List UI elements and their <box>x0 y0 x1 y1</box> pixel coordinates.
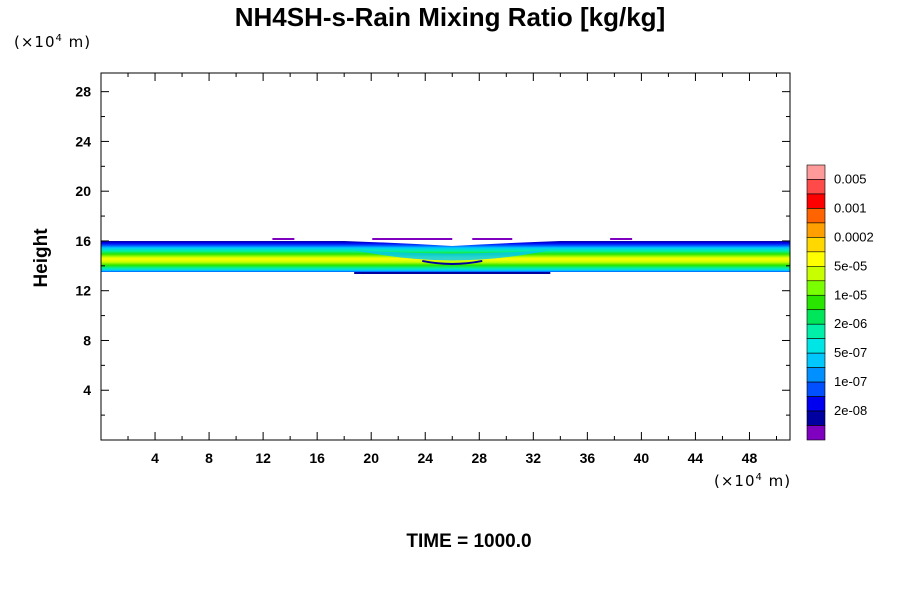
colorbar-label: 0.001 <box>834 200 867 215</box>
contour-line-core <box>422 259 483 265</box>
colorbar: 0.005 0.001 0.0002 5e-05 1e-05 2e-06 5e-07 1e-0… <box>806 164 874 441</box>
colorbar-label: 0.0002 <box>834 229 874 244</box>
colorbar-swatch <box>806 425 826 441</box>
y-tick-label: 20 <box>75 183 91 199</box>
colorbar-swatch <box>806 323 826 339</box>
y-tick-label: 4 <box>83 382 91 398</box>
x-tick-label: 4 <box>151 450 159 466</box>
y-tick-label: 16 <box>75 233 91 249</box>
colorbar-swatch <box>806 410 826 426</box>
colorbar-label: 5e-05 <box>834 258 867 273</box>
colorbar-label: 1e-05 <box>834 287 867 302</box>
time-label: TIME = 1000.0 <box>406 531 532 552</box>
plot-frame <box>100 72 791 441</box>
colorbar-swatch <box>806 367 826 383</box>
x-tick-label: 24 <box>417 450 433 466</box>
colorbar-label: 0.005 <box>834 171 867 186</box>
colorbar-label: 2e-06 <box>834 316 867 331</box>
x-tick-label: 28 <box>471 450 487 466</box>
colorbar-swatch <box>806 208 826 224</box>
colorbar-swatch <box>806 381 826 397</box>
colorbar-swatch <box>806 396 826 412</box>
x-tick-label: 44 <box>688 450 704 466</box>
x-tick-label: 48 <box>742 450 758 466</box>
y-tick-label: 24 <box>75 133 91 149</box>
x-tick-label: 8 <box>205 450 213 466</box>
colorbar-swatch <box>806 179 826 195</box>
contour-layer <box>101 237 790 275</box>
contour-lens <box>354 249 551 261</box>
x-tick-label: 16 <box>309 450 325 466</box>
colorbar-swatch <box>806 251 826 267</box>
colorbar-swatch <box>806 309 826 325</box>
x-tick-label: 36 <box>580 450 596 466</box>
colorbar-swatch <box>806 164 826 180</box>
x-axis-unit: (×104 m) <box>714 472 792 490</box>
chart-title: NH4SH-s-Rain Mixing Ratio [kg/kg] <box>234 2 666 32</box>
colorbar-swatch <box>806 338 826 354</box>
x-tick-label: 20 <box>363 450 379 466</box>
colorbar-swatch <box>806 280 826 296</box>
colorbar-swatch <box>806 222 826 238</box>
y-tick-label: 28 <box>75 84 91 100</box>
y-axis-unit: (×104 m) <box>14 33 92 51</box>
y-tick-label: 8 <box>83 332 91 348</box>
colorbar-label: 2e-08 <box>834 403 867 418</box>
colorbar-swatch <box>806 266 826 282</box>
colorbar-swatch <box>806 193 826 209</box>
colorbar-swatch <box>806 237 826 253</box>
colorbar-label: 1e-07 <box>834 374 867 389</box>
x-tick-label: 40 <box>634 450 650 466</box>
colorbar-swatch <box>806 352 826 368</box>
colorbar-label: 5e-07 <box>834 345 867 360</box>
x-tick-label: 32 <box>526 450 542 466</box>
y-tick-label: 12 <box>75 283 91 299</box>
x-tick-label: 12 <box>255 450 271 466</box>
colorbar-swatch <box>806 294 826 311</box>
